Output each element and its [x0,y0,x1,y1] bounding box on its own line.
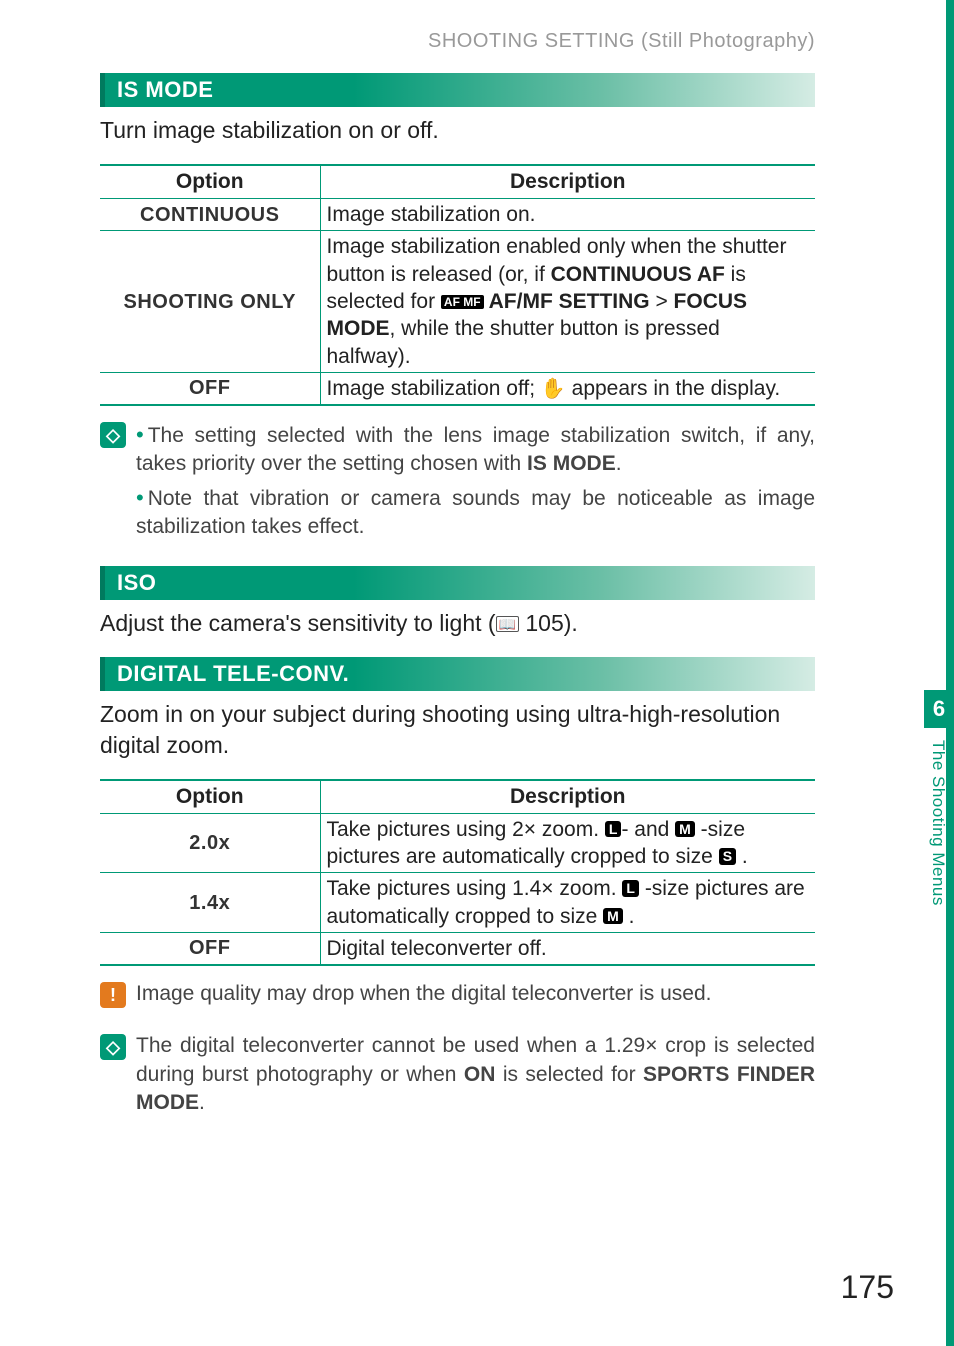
af-mf-chip-icon: AF MF [441,295,484,309]
tip-icon: ◇ [100,1034,126,1060]
size-m-icon: M [603,908,623,925]
text: . [736,845,748,868]
section-intro-is-mode: Turn image stabilization on or off. [100,115,815,146]
chapter-number: 6 [924,690,954,728]
page-ref-icon: 📖 [496,616,519,632]
text: Take pictures using 2× zoom. [327,818,605,841]
size-s-icon: S [719,848,736,865]
text: appears in the display. [566,377,780,400]
text: Image stabilization off; [327,377,541,400]
table-row: OFF Image stabilization off; ✋ appears i… [100,372,815,405]
option-continuous: CONTINUOUS [100,199,320,231]
section-title-iso: ISO [100,566,815,600]
section-title-is-mode: IS MODE [100,73,815,107]
section-title-dtc: DIGITAL TELE-CONV. [100,657,815,691]
text: Take pictures using 1.4× zoom. [327,877,623,900]
tip-icon: ◇ [100,422,126,448]
text: The setting selected with the lens image… [136,424,815,475]
bold-text: IS MODE [527,452,616,475]
is-mode-table: Option Description CONTINUOUS Image stab… [100,164,815,406]
option-off: OFF [100,372,320,405]
warning-icon: ! [100,982,126,1008]
desc-shooting-only: Image stabilization enabled only when th… [320,231,815,372]
text: Adjust the camera's sensitivity to light… [100,610,496,636]
desc-1-4x: Take pictures using 1.4× zoom. L -size p… [320,873,815,933]
option-1-4x: 1.4x [100,873,320,933]
page-edge-strip [946,0,954,1346]
col-option: Option [100,165,320,199]
text: > [650,290,674,313]
bullet-icon: • [136,485,144,510]
col-description: Description [320,780,815,814]
breadcrumb: SHOOTING SETTING (Still Photography) [100,30,815,53]
desc-off: Image stabilization off; ✋ appears in th… [320,372,815,405]
text: . [623,905,635,928]
table-row: 2.0x Take pictures using 2× zoom. L- and… [100,813,815,873]
option-2x: 2.0x [100,813,320,873]
note-text: The digital teleconverter cannot be used… [136,1032,815,1121]
chapter-label: The Shooting Menus [924,728,952,918]
chapter-tab: 6 The Shooting Menus [924,690,954,918]
bold-text: ON [464,1063,496,1086]
bullet-icon: • [136,422,144,447]
text: . [616,452,622,475]
page-number: 175 [841,1269,894,1306]
desc-continuous: Image stabilization on. [320,199,815,231]
size-m-icon: M [675,821,695,838]
section-intro-dtc: Zoom in on your subject during shooting … [100,699,815,761]
table-row: CONTINUOUS Image stabilization on. [100,199,815,231]
text: Image quality may drop when the digital … [136,980,711,1008]
warning-text: Image quality may drop when the digital … [136,980,711,1012]
bold-text: CONTINUOUS AF [551,263,725,286]
bold-text: AF/MF SETTING [484,290,650,313]
text: is selected for [495,1063,643,1086]
option-off: OFF [100,932,320,965]
note-dtc: ◇ The digital teleconverter cannot be us… [100,1032,815,1121]
col-option: Option [100,780,320,814]
text: Note that vibration or camera sounds may… [136,487,815,538]
dtc-table: Option Description 2.0x Take pictures us… [100,779,815,966]
table-row: 1.4x Take pictures using 1.4× zoom. L -s… [100,873,815,933]
section-intro-iso: Adjust the camera's sensitivity to light… [100,608,815,639]
note-text: •The setting selected with the lens imag… [136,420,815,545]
table-header-row: Option Description [100,780,815,814]
desc-off: Digital teleconverter off. [320,932,815,965]
text: - and [621,818,675,841]
table-header-row: Option Description [100,165,815,199]
warning-dtc: ! Image quality may drop when the digita… [100,980,815,1012]
is-off-icon: ✋ [541,378,566,400]
page-content: SHOOTING SETTING (Still Photography) IS … [0,0,875,1172]
size-l-icon: L [605,821,622,838]
text: . [199,1091,205,1114]
page-ref-number: 105). [519,610,578,636]
size-l-icon: L [622,880,639,897]
desc-2x: Take pictures using 2× zoom. L- and M -s… [320,813,815,873]
col-description: Description [320,165,815,199]
table-row: SHOOTING ONLY Image stabilization enable… [100,231,815,372]
note-is-mode: ◇ •The setting selected with the lens im… [100,420,815,545]
option-shooting-only: SHOOTING ONLY [100,231,320,372]
table-row: OFF Digital teleconverter off. [100,932,815,965]
